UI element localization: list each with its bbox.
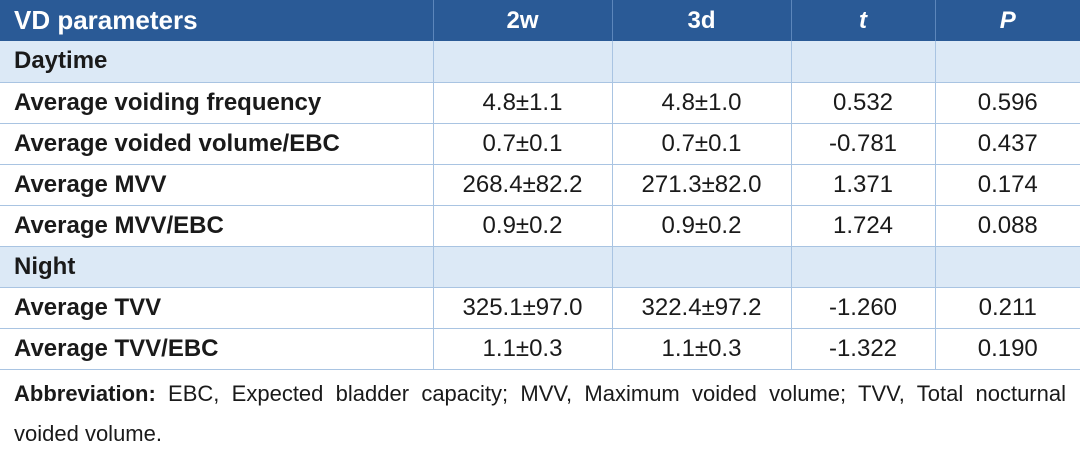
section-row-daytime: Daytime (0, 41, 1080, 83)
table-row: Average MVV/EBC 0.9±0.2 0.9±0.2 1.724 0.… (0, 205, 1080, 247)
cell-t: -0.781 (791, 123, 936, 165)
cell-2w: 325.1±97.0 (433, 287, 613, 329)
row-label: Average MVV/EBC (0, 205, 434, 247)
cell-t: 1.724 (791, 205, 936, 247)
row-label: Average voiding frequency (0, 82, 434, 124)
abbreviation-footnote: Abbreviation: EBC, Expected bladder capa… (0, 370, 1080, 454)
table-row: Average TVV 325.1±97.0 322.4±97.2 -1.260… (0, 287, 1080, 329)
cell-t: -1.322 (791, 328, 936, 370)
cell-t: 1.371 (791, 164, 936, 206)
cell-2w: 4.8±1.1 (433, 82, 613, 124)
cell-t: 0.532 (791, 82, 936, 124)
table-header-row: VD parameters 2w 3d t P (0, 0, 1080, 41)
vd-parameters-table: VD parameters 2w 3d t P Daytime Average … (0, 0, 1080, 370)
section-title: Night (0, 246, 434, 288)
header-p: P (935, 0, 1080, 41)
row-label: Average MVV (0, 164, 434, 206)
cell-3d: 271.3±82.0 (612, 164, 792, 206)
cell-2w: 268.4±82.2 (433, 164, 613, 206)
cell-p: 0.174 (935, 164, 1080, 206)
cell-p: 0.596 (935, 82, 1080, 124)
table-row: Average voided volume/EBC 0.7±0.1 0.7±0.… (0, 123, 1080, 165)
cell-2w: 0.9±0.2 (433, 205, 613, 247)
table-row: Average TVV/EBC 1.1±0.3 1.1±0.3 -1.322 0… (0, 328, 1080, 370)
table-row: Average MVV 268.4±82.2 271.3±82.0 1.371 … (0, 164, 1080, 206)
row-label: Average voided volume/EBC (0, 123, 434, 165)
section-title: Daytime (0, 41, 434, 83)
section-row-night: Night (0, 246, 1080, 288)
cell-t: -1.260 (791, 287, 936, 329)
row-label: Average TVV (0, 287, 434, 329)
cell-p: 0.190 (935, 328, 1080, 370)
row-label: Average TVV/EBC (0, 328, 434, 370)
cell-p: 0.211 (935, 287, 1080, 329)
cell-3d: 0.7±0.1 (612, 123, 792, 165)
cell-3d: 0.9±0.2 (612, 205, 792, 247)
header-2w: 2w (433, 0, 613, 41)
table-row: Average voiding frequency 4.8±1.1 4.8±1.… (0, 82, 1080, 124)
cell-p: 0.088 (935, 205, 1080, 247)
cell-3d: 1.1±0.3 (612, 328, 792, 370)
header-vd-parameters: VD parameters (0, 0, 434, 41)
header-3d: 3d (612, 0, 792, 41)
header-t: t (791, 0, 936, 41)
cell-3d: 4.8±1.0 (612, 82, 792, 124)
cell-3d: 322.4±97.2 (612, 287, 792, 329)
footnote-text: EBC, Expected bladder capacity; MVV, Max… (14, 380, 1066, 446)
footnote-label: Abbreviation: (14, 380, 156, 406)
cell-p: 0.437 (935, 123, 1080, 165)
cell-2w: 0.7±0.1 (433, 123, 613, 165)
cell-2w: 1.1±0.3 (433, 328, 613, 370)
